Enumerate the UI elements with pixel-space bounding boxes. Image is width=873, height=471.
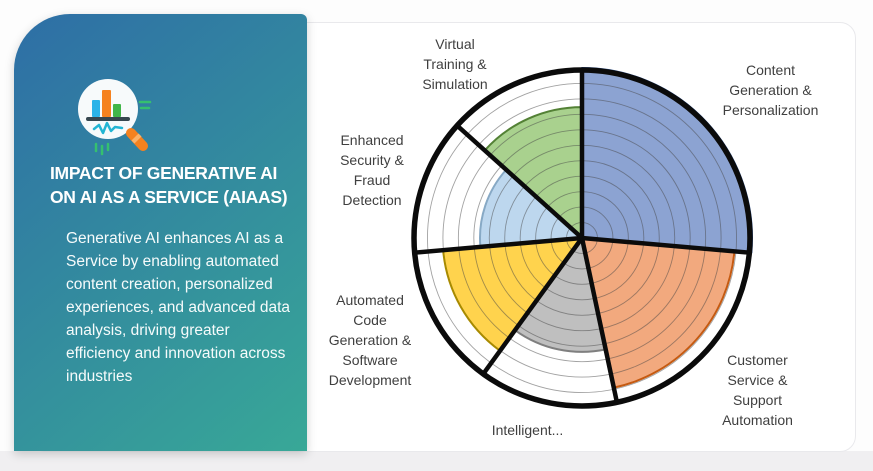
chart-label-virtual-training: Virtual Training & Simulation [422, 36, 488, 92]
chart-label-content-generation: Content Generation & Personalization [722, 62, 819, 118]
sector-outline-enhanced-security [479, 168, 583, 248]
chart-label-automated-code: Automated Code Generation & Software Dev… [328, 292, 412, 388]
panel-title: IMPACT OF GENERATIVE AI ON AI AS A SERVI… [50, 163, 288, 207]
rose-chart [402, 58, 762, 418]
sector-outline-automated-code [442, 237, 583, 352]
chart-magnifier-icon [78, 79, 152, 156]
info-panel: IMPACT OF GENERATIVE AI ON AI AS A SERVI… [14, 14, 307, 451]
sector-intelligent [515, 238, 606, 352]
rose-chart-svg [411, 67, 753, 409]
sector-outline-intelligent [514, 237, 607, 353]
sector-boundary [581, 235, 752, 256]
sector-boundary [480, 236, 584, 377]
sector-boundary [579, 237, 620, 405]
page-background-strip [0, 451, 873, 471]
sector-boundary [454, 122, 584, 240]
sector-virtual-training [484, 107, 582, 238]
chart-label-enhanced-security: Enhanced Security & Fraud Detection [340, 132, 404, 208]
chart-outer-ring [411, 67, 753, 409]
panel-description: Generative AI enhances AI as a Service b… [66, 230, 291, 385]
chart-label-customer-service: Customer Service & Support Automation [722, 352, 793, 428]
chart-label-intelligent: Intelligent... [491, 422, 564, 438]
sector-content-generation [582, 68, 752, 253]
sector-customer-service [582, 238, 735, 388]
sector-boundary [412, 235, 583, 256]
sector-outline-virtual-training [483, 106, 583, 239]
sector-outline-customer-service [581, 237, 736, 389]
